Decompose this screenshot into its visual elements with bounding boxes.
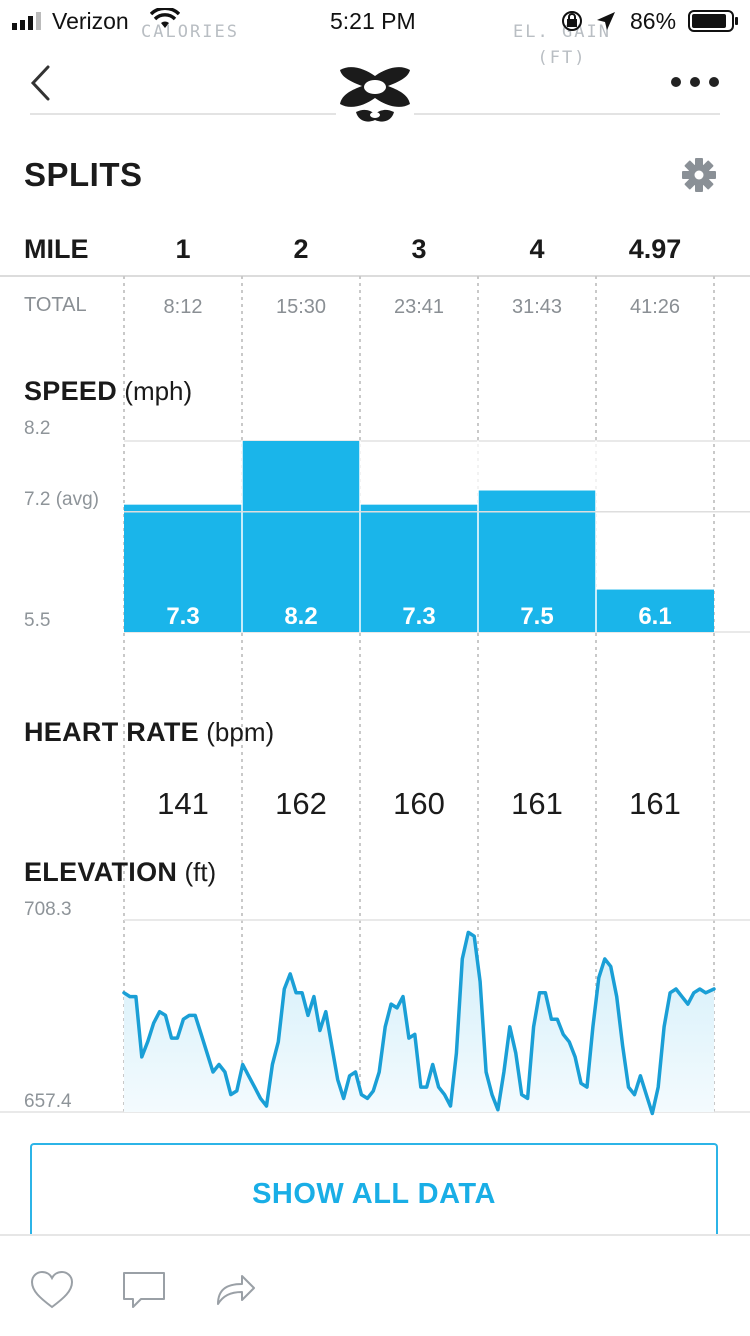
speed-bar — [242, 441, 360, 632]
total-label: TOTAL — [24, 294, 87, 316]
speed-bar — [360, 504, 478, 632]
heart-rate-heading: HEART RATE (bpm) — [24, 717, 274, 748]
mile-cell: 3 — [411, 234, 427, 264]
location-arrow-icon — [597, 12, 615, 30]
elevation-axis-max: 708.3 — [24, 899, 72, 920]
elevation-title: ELEVATION — [24, 857, 178, 887]
show-all-data-button[interactable]: SHOW ALL DATA — [30, 1143, 718, 1243]
heart-rate-value: 160 — [393, 786, 445, 821]
battery-icon — [688, 10, 738, 32]
calories-ghost-label: CALORIES — [141, 22, 239, 42]
elevation-axis-min: 657.4 — [24, 1091, 72, 1112]
heart-rate-value: 161 — [511, 786, 563, 821]
mile-cell: 4.97 — [628, 234, 682, 264]
share-icon[interactable] — [214, 1268, 258, 1308]
wifi-icon — [150, 8, 180, 28]
status-bar: Verizon CALORIES 5:21 PM EL. GAIN (FT) 8… — [0, 0, 750, 68]
more-horizontal-icon[interactable] — [670, 72, 720, 92]
heart-rate-value: 141 — [157, 786, 209, 821]
under-armour-logo[interactable] — [336, 62, 414, 128]
speed-bar-label: 8.2 — [284, 603, 317, 630]
speed-bar-label: 7.3 — [402, 603, 435, 630]
speed-title: SPEED — [24, 376, 118, 406]
orientation-lock-icon — [562, 11, 582, 31]
speed-axis-max: 8.2 — [24, 418, 51, 439]
speed-bar — [596, 589, 714, 632]
speed-axis-min: 5.5 — [24, 610, 51, 631]
carrier-label: Verizon — [52, 8, 129, 34]
nav-divider-right — [414, 113, 720, 115]
nav-divider-left — [30, 113, 336, 115]
speed-bar — [478, 490, 596, 632]
heart-rate-title: HEART RATE — [24, 717, 199, 747]
elevation-area — [124, 932, 714, 1114]
mile-cell: 1 — [175, 234, 191, 264]
elevation-area-chart — [0, 919, 750, 1116]
heart-rate-unit: (bpm) — [206, 717, 275, 747]
speed-heading: SPEED (mph) — [24, 376, 192, 407]
mile-label: MILE — [24, 234, 89, 264]
heart-icon[interactable] — [30, 1270, 74, 1310]
speed-bar-label: 7.5 — [520, 603, 553, 630]
bottom-action-bar — [0, 1234, 750, 1336]
ft-ghost-label: (FT) — [537, 48, 587, 68]
gear-icon[interactable] — [680, 156, 718, 194]
comment-icon[interactable] — [121, 1270, 167, 1312]
speed-unit: (mph) — [124, 376, 193, 406]
speed-bar — [124, 504, 242, 632]
elevation-heading: ELEVATION (ft) — [24, 857, 216, 888]
speed-bar-chart: 7.3 8.2 7.3 7.5 6.1 — [124, 440, 750, 633]
total-cell: 41:26 — [629, 296, 681, 318]
elevation-line — [122, 930, 716, 1116]
total-cell: 23:41 — [393, 296, 445, 318]
heart-rate-value: 161 — [629, 786, 681, 821]
speed-axis-avg: 7.2 (avg) — [24, 489, 99, 510]
speed-bar-label: 6.1 — [638, 603, 671, 630]
mile-cell: 4 — [529, 234, 545, 264]
el-gain-ghost-label: EL. GAIN — [513, 22, 611, 42]
speed-bar-label: 7.3 — [166, 603, 199, 630]
mile-row-divider — [0, 275, 750, 277]
total-cell: 8:12 — [163, 296, 203, 318]
status-time: 5:21 PM — [330, 8, 416, 34]
signal-icon — [12, 12, 41, 30]
mile-cell: 2 — [293, 234, 309, 264]
chevron-left-icon[interactable] — [28, 64, 68, 104]
total-cell: 31:43 — [511, 296, 563, 318]
battery-percent: 86% — [630, 8, 677, 34]
heart-rate-value: 162 — [275, 786, 327, 821]
splits-title: SPLITS — [24, 156, 143, 193]
elevation-unit: (ft) — [184, 857, 217, 887]
total-cell: 15:30 — [275, 296, 327, 318]
